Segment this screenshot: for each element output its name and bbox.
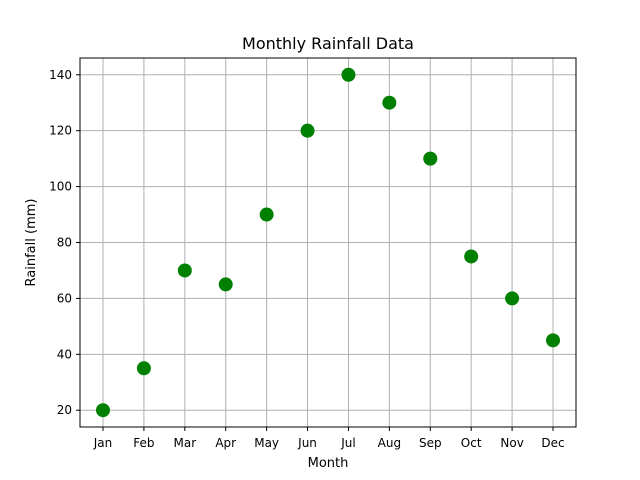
y-tick-label: 40 [57,347,72,361]
x-tick-label: Dec [541,436,564,450]
data-point-jul [341,67,356,82]
x-tick-label: Feb [133,436,154,450]
y-tick-label: 80 [57,236,72,250]
x-tick-label: Jul [340,436,355,450]
data-point-mar [177,263,192,278]
data-point-nov [505,291,520,306]
data-point-jan [96,403,110,418]
y-tick-label: 120 [49,124,72,138]
y-tick-label: 20 [57,403,72,417]
data-points [96,67,560,418]
data-point-feb [136,361,151,376]
x-tick-label: Apr [215,436,236,450]
x-axis-label: Month [308,456,349,471]
data-point-aug [382,95,397,110]
axis-ticks: Jan Feb Mar Apr May Jun Jul Aug Sep Oct Nov Dec 20 40… [49,68,565,450]
x-tick-label: Jan [93,436,113,450]
y-axis-label: Rainfall (mm) [24,199,39,287]
x-tick-label: Sep [419,436,442,450]
x-tick-label: May [254,436,279,450]
data-point-jun [300,123,315,138]
y-tick-label: 60 [57,291,72,305]
x-tick-label: Jun [297,436,317,450]
data-point-may [259,207,274,222]
y-tick-label: 140 [49,68,72,82]
grid-lines [80,58,576,427]
data-point-oct [464,249,479,264]
x-tick-label: Aug [378,436,401,450]
x-tick-label: Nov [500,436,523,450]
data-point-sep [423,151,438,166]
data-point-apr [218,277,233,292]
x-tick-label: Mar [173,436,196,450]
chart-title: Monthly Rainfall Data [242,34,414,53]
y-tick-label: 100 [49,180,72,194]
x-tick-label: Oct [461,436,482,450]
data-point-dec [546,333,560,348]
